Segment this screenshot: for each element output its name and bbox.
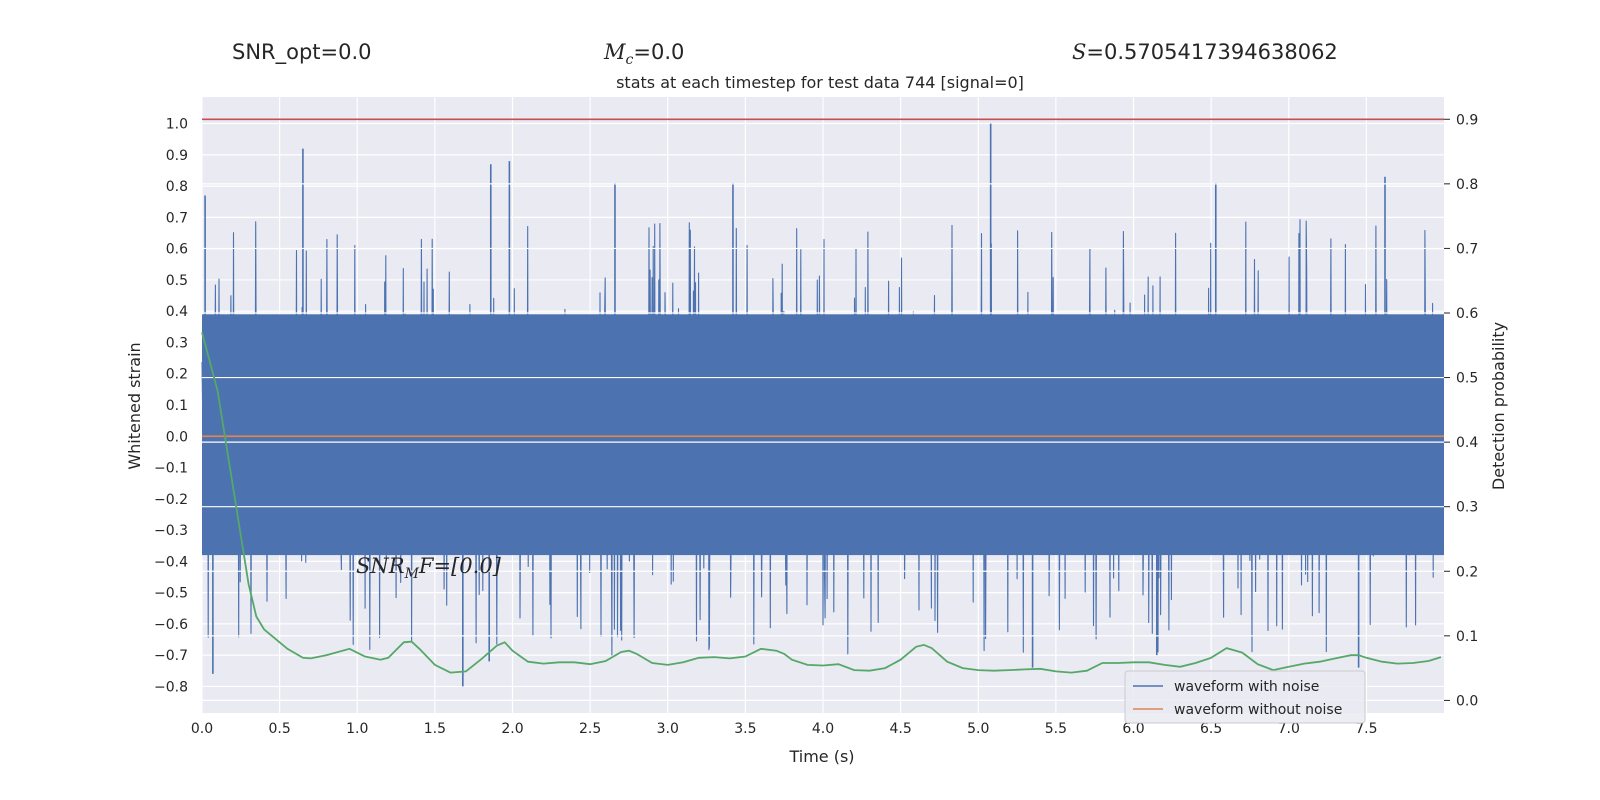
x-tick-label: 4.0: [812, 721, 834, 737]
y2-tick-label: 0.5: [1456, 371, 1478, 387]
y-tick-label: −0.4: [154, 554, 188, 570]
y-tick-label: 0.5: [166, 273, 188, 289]
y-tick-label: 0.0: [166, 429, 188, 445]
y2-tick-label: 0.2: [1456, 564, 1478, 580]
chirp-mass-value: =0.0: [633, 40, 684, 64]
snr-opt-label: SNR_opt=0.0: [232, 40, 372, 65]
x-tick-label: 1.5: [424, 721, 446, 737]
snr-mf-sub: M: [404, 566, 420, 582]
y2-tick-label: 0.6: [1456, 306, 1478, 322]
y2-tick-label: 0.0: [1456, 693, 1478, 709]
y-tick-label: 0.2: [166, 367, 188, 383]
score-label: S=0.5705417394638062: [1072, 40, 1338, 64]
y-tick-label: 1.0: [166, 117, 188, 133]
y2-axis: 0.9 0.8 0.7 0.6 0.5 0.4 0.3 0.2 0.1 0.0: [1444, 112, 1478, 709]
snr-mf-base: SNR: [356, 554, 405, 578]
x-tick-label: 3.5: [734, 721, 756, 737]
x-tick-label: 5.5: [1045, 721, 1067, 737]
chirp-mass-symbol: M: [603, 40, 626, 64]
y-axis: 1.0 0.9 0.8 0.7 0.6 0.5 0.4 0.3 0.2 0.1 0.0 −0.1 −0.…: [154, 117, 188, 696]
x-tick-label: 2.0: [501, 721, 523, 737]
y-tick-label: 0.7: [166, 210, 188, 226]
y2-axis-label: Detection probability: [1489, 322, 1508, 490]
x-tick-label: 7.0: [1278, 721, 1300, 737]
x-tick-label: 3.0: [657, 721, 679, 737]
y-tick-label: −0.1: [154, 461, 188, 477]
y-tick-label: 0.8: [166, 179, 188, 195]
legend-label-noise: waveform with noise: [1174, 679, 1319, 695]
x-axis-label: Time (s): [788, 747, 854, 766]
y-tick-label: −0.2: [154, 492, 188, 508]
noise-core-band: [202, 314, 1444, 556]
x-axis: 0.0 0.5 1.0 1.5 2.0 2.5 3.0 3.5 4.0 4.5 5.0 5.5 6.0 6…: [191, 721, 1378, 737]
y-tick-label: 0.6: [166, 242, 188, 258]
x-tick-label: 0.0: [191, 721, 213, 737]
legend: waveform with noise waveform without noi…: [1124, 670, 1366, 724]
chart-title: stats at each timestep for test data 744…: [616, 73, 1024, 92]
legend-box: [1124, 670, 1366, 724]
y-tick-label: 0.1: [166, 398, 188, 414]
chirp-mass-subscript: c: [626, 52, 634, 68]
y-tick-label: 0.3: [166, 335, 188, 351]
y-tick-label: −0.5: [154, 586, 188, 602]
y-tick-label: −0.3: [154, 523, 188, 539]
x-tick-label: 4.5: [889, 721, 911, 737]
noise-waveform: [201, 123, 1444, 687]
y2-tick-label: 0.4: [1456, 435, 1478, 451]
y-axis-label: Whitened strain: [125, 342, 144, 469]
y-tick-label: −0.7: [154, 648, 188, 664]
x-tick-label: 2.5: [579, 721, 601, 737]
y2-tick-label: 0.3: [1456, 500, 1478, 516]
x-tick-label: 7.5: [1355, 721, 1377, 737]
score-value: =0.5705417394638062: [1086, 40, 1337, 64]
y-tick-label: −0.8: [154, 679, 188, 695]
y2-tick-label: 0.9: [1456, 112, 1478, 128]
y2-tick-label: 0.7: [1456, 241, 1478, 257]
detection-probability-line: [201, 332, 1442, 674]
snr-mf-tail: F=[0.0]: [418, 554, 502, 578]
y2-tick-label: 0.1: [1456, 629, 1478, 645]
y-tick-label: 0.9: [166, 148, 188, 164]
x-tick-label: 5.0: [967, 721, 989, 737]
y-tick-label: −0.6: [154, 617, 188, 633]
x-tick-label: 1.0: [346, 721, 368, 737]
y2-tick-label: 0.8: [1456, 177, 1478, 193]
snr-mf-annotation: SNRMF=[0.0]: [356, 554, 502, 582]
series-layer: [201, 118, 1444, 674]
x-tick-label: 6.5: [1200, 721, 1222, 737]
chirp-mass-label: Mc=0.0: [603, 40, 684, 68]
x-tick-label: 0.5: [268, 721, 290, 737]
y-tick-label: 0.4: [166, 304, 188, 320]
legend-label-clean: waveform without noise: [1174, 702, 1342, 718]
x-tick-label: 6.0: [1122, 721, 1144, 737]
score-symbol: S: [1072, 40, 1086, 64]
